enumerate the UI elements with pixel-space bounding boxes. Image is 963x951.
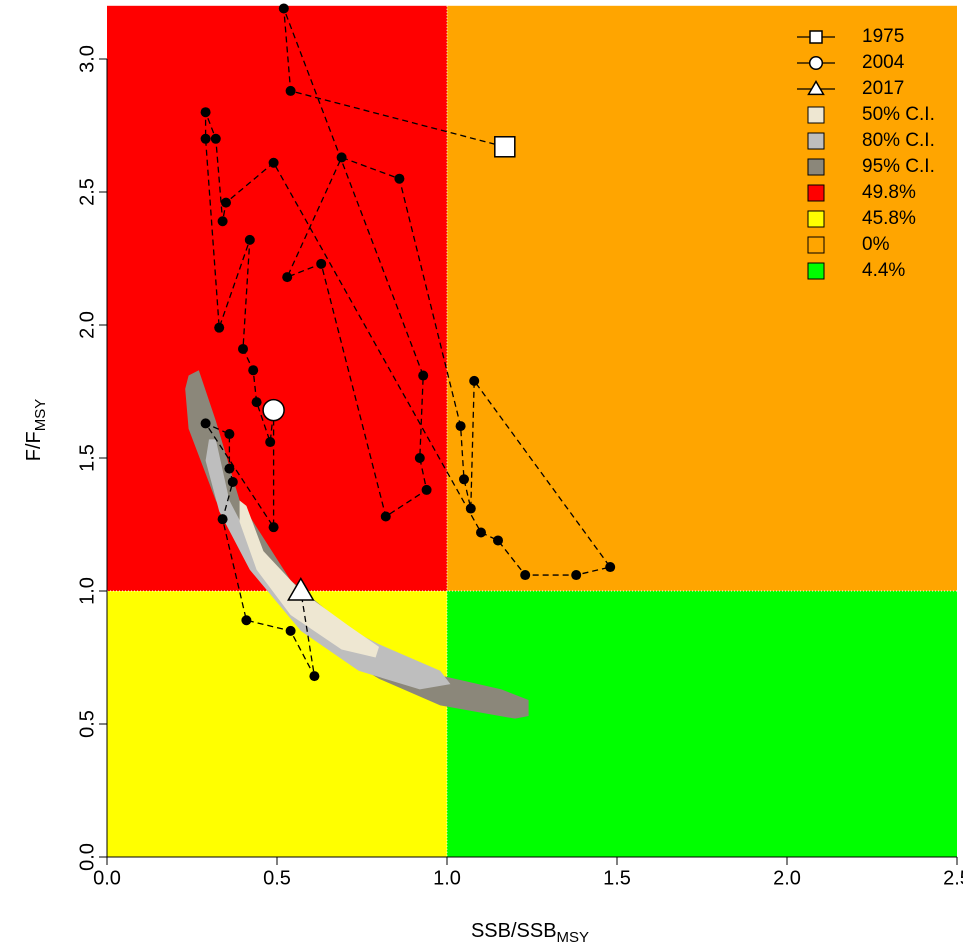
legend-swatch [807, 106, 825, 124]
trajectory-point [268, 522, 279, 533]
trajectory-point [285, 85, 296, 96]
y-tick-label: 1.5 [76, 444, 98, 472]
trajectory-point [221, 197, 231, 208]
legend-swatch [807, 184, 825, 202]
x-tick-label: 2.0 [773, 867, 801, 889]
trajectory-point [200, 133, 211, 144]
trajectory-point [200, 107, 211, 118]
legend-label: 45.8% [862, 208, 916, 229]
x-tick-label: 1.5 [603, 867, 631, 889]
y-axis-label-sub: MSY [32, 399, 49, 432]
confidence-region [239, 500, 379, 658]
legend-label: 80% C.I. [862, 130, 935, 151]
trajectory-point [421, 484, 432, 495]
trajectory-point [336, 152, 347, 163]
trajectory-point [241, 615, 252, 626]
trajectory-point [244, 234, 255, 245]
trajectory-point [493, 535, 503, 546]
legend-label: 4.4% [862, 260, 905, 281]
trajectory-point [459, 474, 469, 485]
trajectory-point [217, 514, 228, 525]
quadrant [107, 591, 447, 857]
trajectory-point [238, 343, 248, 354]
y-tick-label: 0.0 [76, 843, 98, 871]
legend-symbol [808, 55, 824, 71]
x-axis-label: SSB/SSBMSY [471, 920, 589, 946]
trajectory-point [278, 3, 289, 14]
y-tick-label: 0.5 [76, 710, 98, 738]
legend-swatch [807, 236, 825, 254]
y-axis-label: F/FMSY [23, 399, 49, 462]
x-axis-label-sub: MSY [557, 929, 590, 946]
legend-label: 50% C.I. [862, 104, 935, 125]
trajectory-point [214, 322, 225, 333]
trajectory-point [200, 418, 211, 429]
trajectory-point [282, 272, 293, 283]
y-tick-label: 2.5 [76, 178, 98, 206]
trajectory-point [380, 511, 391, 522]
y-tick-label: 2.0 [76, 311, 98, 339]
trajectory-point [285, 625, 296, 636]
y-tick-label: 1.0 [76, 577, 98, 605]
trajectory-point [224, 429, 235, 440]
legend-label: 0% [862, 234, 890, 255]
legend-label: 2017 [862, 78, 904, 99]
legend-swatch [807, 210, 825, 228]
quadrant [447, 5, 957, 592]
trajectory-point [251, 397, 262, 408]
x-tick-label: 1.0 [433, 867, 461, 889]
x-tick-label: 0.5 [263, 867, 291, 889]
year-marker [262, 398, 285, 422]
trajectory-point [268, 157, 279, 168]
trajectory-point [309, 671, 320, 682]
legend-label: 1975 [862, 26, 904, 47]
legend-label: 95% C.I. [862, 156, 935, 177]
x-tick-label: 0.0 [93, 867, 121, 889]
trajectory-point [414, 453, 425, 463]
legend-symbol [807, 80, 825, 96]
trajectory-point [265, 437, 276, 448]
trajectory-point [476, 527, 486, 538]
trajectory-point [605, 562, 616, 573]
trajectory-point [571, 570, 582, 581]
trajectory-point [316, 258, 327, 269]
trajectory-point [465, 503, 476, 514]
trajectory-point [520, 570, 531, 581]
trajectory-point [217, 216, 228, 227]
quadrant [107, 5, 447, 592]
trajectory-point [418, 370, 429, 381]
y-tick-label: 3.0 [76, 45, 98, 73]
y-axis-label-main: F/F [23, 431, 45, 461]
trajectory-point [455, 421, 466, 432]
year-marker [494, 136, 516, 158]
legend-symbol [809, 30, 823, 44]
trajectory-point [394, 173, 405, 184]
trajectory-point [224, 463, 235, 474]
x-axis-label-main: SSB/SSB [471, 920, 557, 942]
legend-label: 2004 [862, 52, 905, 73]
legend-swatch [807, 158, 825, 176]
legend-swatch [807, 262, 825, 280]
legend-swatch [807, 132, 825, 150]
trajectory-point [248, 365, 259, 376]
x-tick-label: 2.5 [943, 867, 963, 889]
trajectory-point [227, 476, 238, 487]
trajectory-point [210, 133, 221, 144]
quadrant [447, 591, 957, 857]
trajectory-point [469, 375, 480, 386]
legend-label: 49.8% [862, 182, 916, 203]
year-marker [286, 577, 315, 601]
